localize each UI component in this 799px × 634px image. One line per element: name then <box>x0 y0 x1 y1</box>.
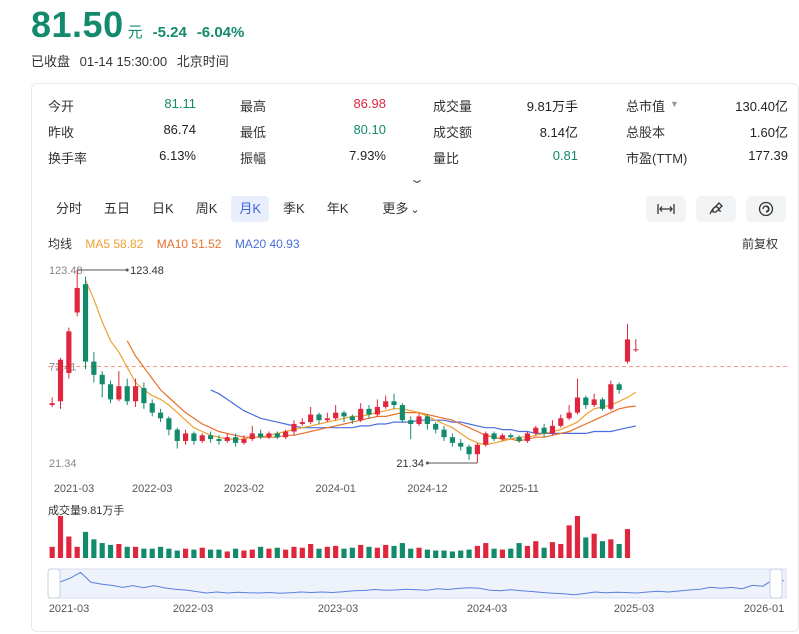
stat-value: 8.14亿 <box>539 125 578 140</box>
quote-header: 81.50 元 -5.24 -6.04% <box>31 4 244 46</box>
stat-value: 130.40亿 <box>735 99 788 114</box>
expand-horizontal-icon[interactable] <box>646 196 686 222</box>
stat-label: 总股本 <box>626 125 666 140</box>
stats-row: 换手率 6.13% 振幅 7.93% 量比 0.81 市盈(TTM) 177.39 <box>48 148 790 168</box>
stat-label: 总市值 <box>626 99 666 114</box>
tab-more[interactable]: 更多 ⌄ <box>374 196 427 222</box>
status-timezone: 北京时间 <box>176 54 229 69</box>
dropdown-triangle-icon[interactable]: ▼ <box>670 99 679 109</box>
price-unit: 元 <box>127 24 143 41</box>
ma-legend: 均线 MA5 58.82 MA10 51.52 MA20 40.93 前复权 <box>48 235 788 252</box>
stat-value: 80.10 <box>353 122 386 137</box>
stat-label: 量比 <box>433 151 460 166</box>
draw-tool-icon[interactable] <box>696 196 736 222</box>
status-text: 已收盘 <box>31 54 71 69</box>
tab-quarterly-k[interactable]: 季K <box>283 201 305 216</box>
stats-row: 今开 81.11 最高 86.98 成交量 9.81万手 总市值 ▼ 130.40亿 <box>48 96 790 116</box>
stat-label: 昨收 <box>48 125 75 140</box>
stat-value: 1.60亿 <box>749 125 788 140</box>
price-change: -5.24 <box>152 24 187 41</box>
indicator-icon[interactable] <box>746 196 786 222</box>
stat-label: 今开 <box>48 99 75 114</box>
expand-stats-chevron-icon[interactable]: ⌄ <box>408 172 426 186</box>
tab-monthly-k[interactable]: 月K <box>231 196 270 222</box>
ma20-value: MA20 40.93 <box>234 237 300 251</box>
stat-value: 81.11 <box>164 96 196 111</box>
stat-value: 0.81 <box>552 148 578 163</box>
chevron-down-icon: ⌄ <box>410 204 420 216</box>
stat-label: 成交额 <box>433 125 473 140</box>
status-datetime: 01-14 15:30:00 <box>79 54 168 69</box>
stat-value: 86.98 <box>353 96 386 111</box>
stat-label: 成交量 <box>433 99 473 114</box>
ma-label: 均线 <box>48 237 73 251</box>
current-price: 81.50 <box>31 4 124 45</box>
stat-value: 177.39 <box>748 148 788 163</box>
stat-value: 7.93% <box>349 148 386 163</box>
stat-label: 换手率 <box>48 151 88 166</box>
quote-card: 今开 81.11 最高 86.98 成交量 9.81万手 总市值 ▼ 130.40亿昨收 86.7… <box>31 83 799 632</box>
stat-label: 振幅 <box>240 151 267 166</box>
stat-value: 86.74 <box>163 122 196 137</box>
tab-daily-k[interactable]: 日K <box>152 201 174 216</box>
more-label: 更多 <box>382 201 409 216</box>
period-tabs: 分时 五日 日K 周K 月K 季K 年K 更多 ⌄ <box>48 196 434 222</box>
stat-value: 6.13% <box>159 148 196 163</box>
tab-yearly-k[interactable]: 年K <box>326 201 349 216</box>
tab-five-day[interactable]: 五日 <box>104 201 131 216</box>
market-status: 已收盘 01-14 15:30:00 北京时间 <box>31 51 229 70</box>
stats-row: 昨收 86.74 最低 80.10 成交额 8.14亿 总股本 1.60亿 <box>48 122 790 142</box>
tab-weekly-k[interactable]: 周K <box>195 201 218 216</box>
stat-value: 9.81万手 <box>526 99 578 114</box>
tab-fenshi[interactable]: 分时 <box>56 201 83 216</box>
stat-label: 最高 <box>240 99 267 114</box>
stat-label: 市盈(TTM) <box>626 151 688 166</box>
ma5-value: MA5 58.82 <box>85 237 144 251</box>
ma10-value: MA10 51.52 <box>156 237 222 251</box>
stat-label: 最低 <box>240 125 267 140</box>
chart-tools <box>636 196 786 222</box>
fuquan-toggle[interactable]: 前复权 <box>741 237 778 251</box>
price-change-pct: -6.04% <box>196 24 245 41</box>
